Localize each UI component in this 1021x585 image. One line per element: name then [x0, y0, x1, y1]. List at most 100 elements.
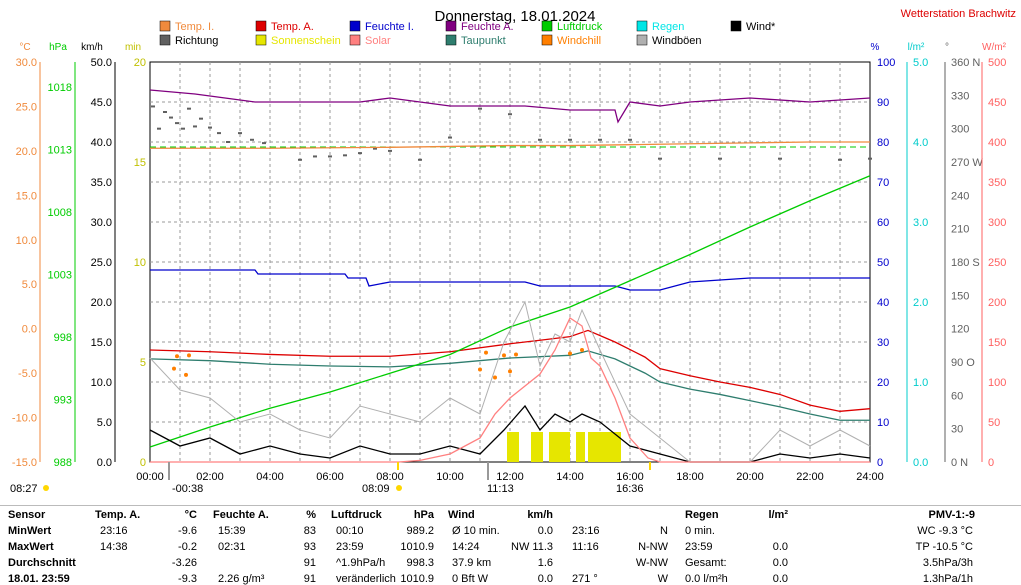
tick-humidity_pct: 0	[877, 457, 883, 469]
direction-time: 23:16	[572, 525, 600, 537]
tick-pressure_hpa: 1003	[48, 270, 72, 282]
table-header: l/m²	[768, 509, 788, 521]
x-tick-label: 10:00	[436, 471, 464, 483]
tick-rain_lm2: 2.0	[913, 297, 928, 309]
direction-point	[358, 152, 362, 155]
tick-rain_lm2: 5.0	[913, 57, 928, 69]
wind-b: 0.0	[537, 573, 553, 585]
direction-point	[199, 117, 203, 120]
direction-point	[157, 127, 161, 130]
tick-temp_c: 25.0	[16, 101, 37, 113]
humidity-time: 15:39	[218, 525, 246, 537]
tick-temp_c: -10.0	[12, 413, 37, 425]
direction-point	[208, 126, 212, 129]
legend-swatch	[445, 34, 457, 46]
legend-label: Temp. I.	[175, 21, 214, 33]
tick-humidity_pct: 30	[877, 337, 889, 349]
x-tick-label: 04:00	[256, 471, 284, 483]
sunset-marker	[649, 462, 651, 470]
moonrise-time: 11:13	[487, 483, 514, 495]
tick-wind_kmh: 45.0	[91, 97, 112, 109]
pmv-value: TP -10.5 °C	[915, 541, 973, 553]
tick-solar_wm2: 100	[988, 377, 1006, 389]
sunshine-bar	[588, 432, 621, 462]
direction-value: N	[660, 525, 668, 537]
sunshine-bar	[531, 432, 543, 462]
pressure-time: ^1.9hPa/h	[336, 557, 386, 569]
tick-direction_deg: 270 W	[951, 157, 983, 169]
table-header: PMV-1:-9	[928, 509, 975, 521]
axis-unit-pressure_hpa: hPa	[49, 42, 67, 53]
legend-swatch	[730, 20, 742, 32]
pmv-value: WC -9.3 °C	[917, 525, 973, 537]
tick-sun_min: 0	[140, 457, 146, 469]
series-temp-i-	[150, 141, 870, 149]
direction-point	[181, 127, 185, 130]
tick-solar_wm2: 150	[988, 337, 1006, 349]
temp-time: 14:38	[100, 541, 128, 553]
moonset-marker	[168, 462, 170, 480]
x-tick-label: 24:00	[856, 471, 884, 483]
pressure-value: 1010.9	[400, 573, 434, 585]
tick-temp_c: 0.0	[22, 324, 37, 336]
temp-value: -0.2	[178, 541, 197, 553]
tick-direction_deg: 30	[951, 424, 963, 436]
tick-pressure_hpa: 1008	[48, 207, 72, 219]
tick-humidity_pct: 90	[877, 97, 889, 109]
temp-time: 23:16	[100, 525, 128, 537]
sun-moon-markers: 08:27 -00:38 08:09 11:13 16:36	[10, 462, 651, 495]
windchill-point	[184, 372, 188, 377]
legend-label: Regen	[652, 21, 684, 33]
x-tick-label: 14:00	[556, 471, 584, 483]
right-axes: 10090807060504030201005.04.03.02.01.00.0…	[877, 57, 1006, 469]
solar-noon-time: 08:09	[362, 483, 390, 495]
pmv-value: 3.5hPa/3h	[922, 557, 973, 569]
tick-rain_lm2: 0.0	[913, 457, 928, 469]
moonset-time: -00:38	[172, 483, 203, 495]
series-feuchte-a-	[149, 89, 871, 124]
station-name: Wetterstation Brachwitz	[901, 8, 1016, 20]
tick-temp_c: 30.0	[16, 57, 37, 69]
axis-unit-solar_wm2: W/m²	[982, 42, 1007, 53]
table-header: Temp. A.	[95, 509, 141, 521]
tick-humidity_pct: 10	[877, 417, 889, 429]
weather-chart: Donnerstag, 18.01.2024 Wetterstation Bra…	[10, 8, 1016, 495]
pressure-time: veränderlich	[336, 573, 396, 585]
tick-direction_deg: 90 O	[951, 357, 975, 369]
tick-sun_min: 5	[140, 357, 146, 369]
legend-swatch	[445, 20, 457, 32]
direction-value: W-NW	[635, 557, 668, 569]
wind-a: 0 Bft W	[452, 573, 489, 585]
x-tick-label: 18:00	[676, 471, 704, 483]
tick-solar_wm2: 50	[988, 417, 1000, 429]
tick-humidity_pct: 100	[877, 57, 895, 69]
tick-humidity_pct: 80	[877, 137, 889, 149]
tick-direction_deg: 60	[951, 390, 963, 402]
sunshine-bar	[507, 432, 519, 462]
series-luftdruck	[149, 175, 871, 448]
windchill-point	[508, 369, 512, 374]
direction-time: 271 °	[572, 573, 598, 585]
direction-point	[448, 136, 452, 139]
grid	[149, 61, 871, 463]
windchill-point	[568, 351, 572, 356]
pressure-time: 00:10	[336, 525, 364, 537]
tick-solar_wm2: 250	[988, 257, 1006, 269]
direction-point	[718, 157, 722, 160]
tick-wind_kmh: 35.0	[91, 177, 112, 189]
direction-point	[187, 107, 191, 110]
x-tick-label: 12:00	[496, 471, 524, 483]
humidity-value: 91	[303, 573, 316, 585]
direction-value: W	[657, 573, 668, 585]
tick-sun_min: 10	[134, 257, 146, 269]
legend-label: Luftdruck	[557, 21, 603, 33]
humidity-time: 2.26 g/m³	[218, 573, 265, 585]
direction-point	[328, 155, 332, 158]
tick-rain_lm2: 4.0	[913, 137, 928, 149]
rain-b: 0.0	[772, 573, 788, 585]
legend-label: Solar	[365, 35, 391, 47]
direction-point	[298, 158, 302, 161]
tick-wind_kmh: 0.0	[97, 457, 112, 469]
direction-point	[598, 138, 602, 141]
legend: Temp. I. Temp. A. Feuchte I. Feuchte A. Luft…	[159, 20, 776, 47]
